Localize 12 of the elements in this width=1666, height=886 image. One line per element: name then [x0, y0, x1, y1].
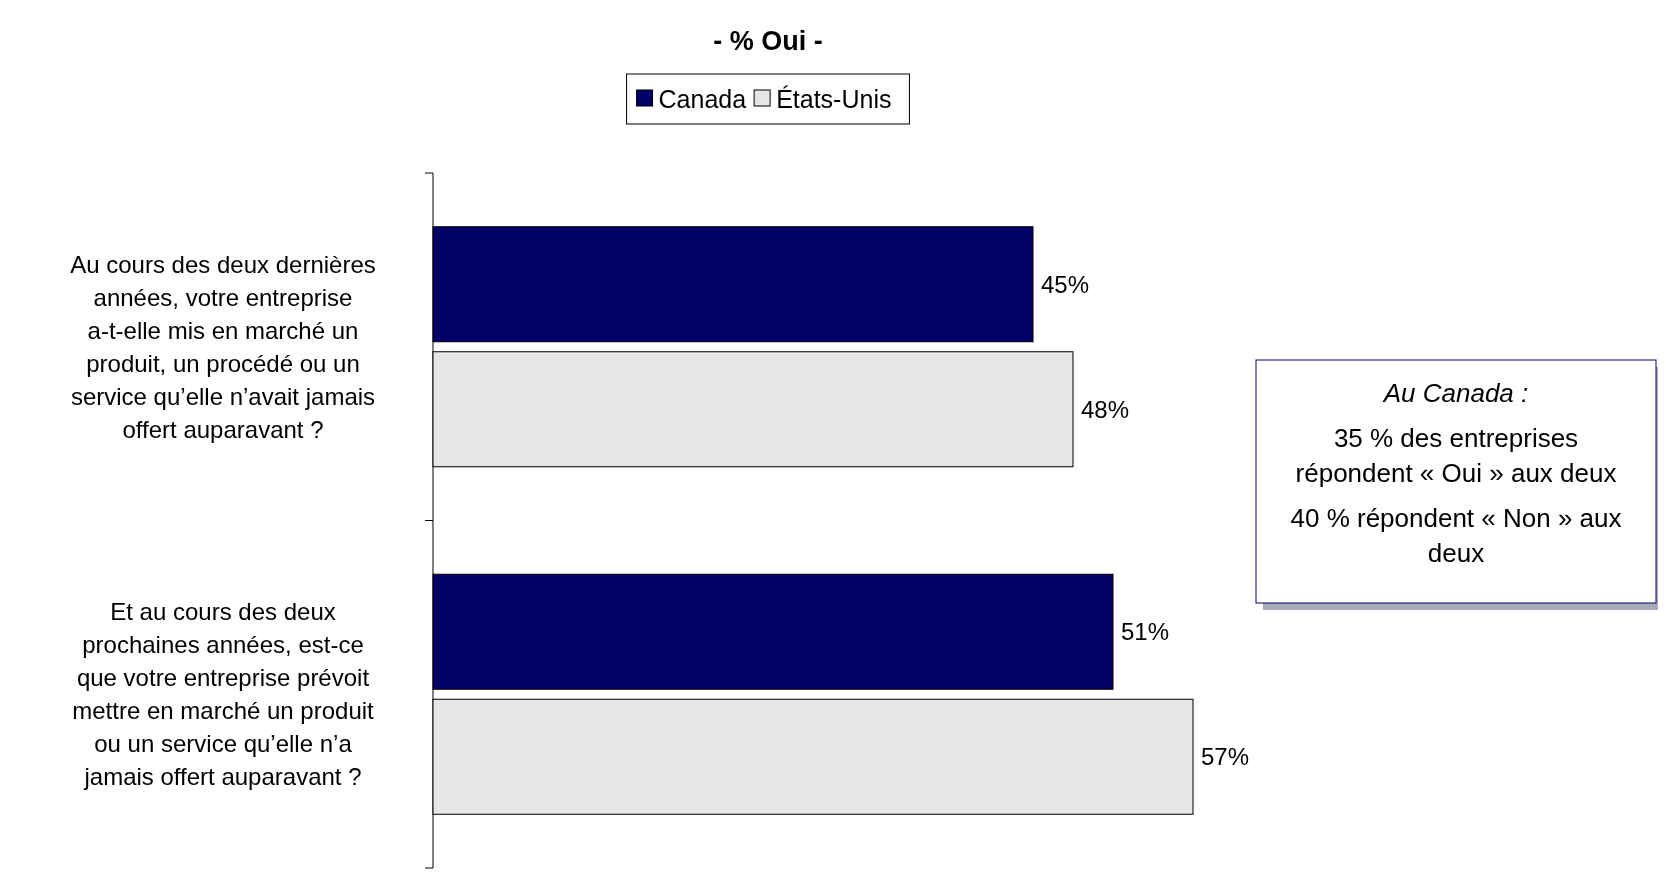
text: 40 % répondent « Non » aux deux [1290, 503, 1622, 568]
text: 35 % des entreprises répondent « Oui » aux deux [1295, 423, 1617, 488]
legend-label: Canada [658, 85, 747, 113]
legend-label: États-Unis [776, 85, 892, 113]
y-tick-label: Au cours des deux dernières années, votre entreprise a-t-elle mis en marché un produit, un procédé ou un service qu’elle n’avait jamais offert auparavant ? [70, 250, 376, 443]
data-label: 45% [1041, 270, 1090, 298]
chart-title: - % Oui - [713, 26, 823, 56]
data-label: 51% [1121, 618, 1170, 646]
y-tick-label: Et au cours des deux prochaines années, est-ce que votre entreprise prévoit mettre en marché un produit ou un service qu’elle n’a jamais offert auparavant ? [72, 598, 375, 791]
data-label: 48% [1081, 395, 1130, 423]
data-label: 57% [1201, 743, 1250, 771]
text: Au Canada : [1381, 378, 1529, 408]
